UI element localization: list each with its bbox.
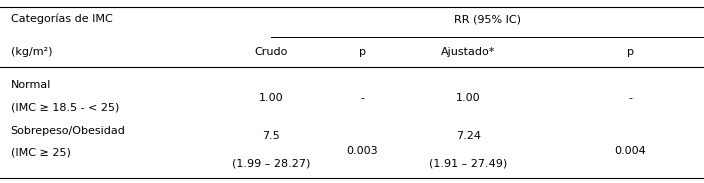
- Text: 0.004: 0.004: [614, 146, 646, 156]
- Text: RR (95% IC): RR (95% IC): [454, 14, 521, 24]
- Text: (1.99 – 28.27): (1.99 – 28.27): [232, 159, 310, 169]
- Text: Categorías de IMC: Categorías de IMC: [11, 14, 113, 25]
- Text: Ajustado*: Ajustado*: [441, 47, 496, 57]
- Text: -: -: [360, 93, 365, 103]
- Text: 7.5: 7.5: [262, 131, 280, 141]
- Text: -: -: [628, 93, 632, 103]
- Text: Sobrepeso/Obesidad: Sobrepeso/Obesidad: [11, 126, 125, 136]
- Text: 0.003: 0.003: [347, 146, 378, 156]
- Text: (1.91 – 27.49): (1.91 – 27.49): [429, 159, 508, 169]
- Text: Normal: Normal: [11, 80, 51, 90]
- Text: Crudo: Crudo: [254, 47, 288, 57]
- Text: p: p: [627, 47, 634, 57]
- Text: (IMC ≥ 18.5 - < 25): (IMC ≥ 18.5 - < 25): [11, 102, 119, 112]
- Text: (IMC ≥ 25): (IMC ≥ 25): [11, 148, 70, 158]
- Text: 1.00: 1.00: [259, 93, 283, 103]
- Text: p: p: [359, 47, 366, 57]
- Text: 7.24: 7.24: [455, 131, 481, 141]
- Text: (kg/m²): (kg/m²): [11, 47, 52, 57]
- Text: 1.00: 1.00: [456, 93, 480, 103]
